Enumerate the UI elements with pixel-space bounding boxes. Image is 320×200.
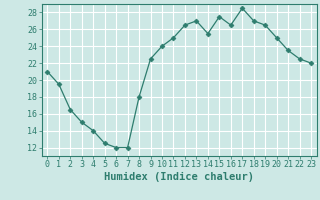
X-axis label: Humidex (Indice chaleur): Humidex (Indice chaleur) (104, 172, 254, 182)
